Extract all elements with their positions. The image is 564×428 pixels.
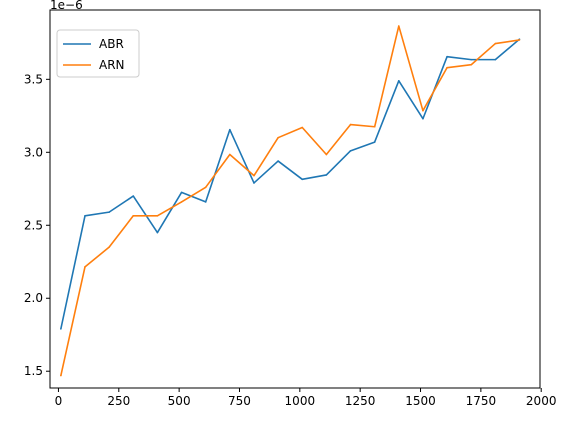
data-point — [518, 39, 521, 41]
data-point — [253, 182, 255, 184]
x-tick-label: 1750 — [466, 394, 497, 408]
data-point — [349, 123, 352, 126]
data-point — [180, 201, 183, 203]
x-tick-label: 750 — [228, 394, 251, 408]
x-tick-label: 1250 — [345, 394, 376, 408]
x-tick-label: 2000 — [526, 394, 557, 408]
data-point — [253, 174, 255, 177]
data-point — [397, 79, 400, 82]
x-tick-label: 1000 — [285, 394, 316, 408]
legend-label-abr: ABR — [99, 37, 124, 51]
data-point — [180, 191, 183, 194]
data-point — [301, 126, 304, 129]
data-point — [373, 125, 376, 128]
data-point — [108, 246, 110, 248]
data-point — [84, 214, 86, 217]
data-point — [446, 55, 448, 58]
data-point — [301, 178, 304, 181]
data-point — [422, 117, 424, 120]
data-point — [470, 58, 473, 61]
y-axis-offset-label: 1e−6 — [50, 0, 83, 12]
data-point — [229, 153, 231, 156]
legend-box — [56, 29, 140, 78]
data-point — [446, 66, 448, 69]
legend-label-arn: ARN — [99, 58, 125, 72]
data-point — [229, 128, 231, 131]
legend: ABR ARN — [56, 29, 140, 78]
y-axis: 1.5 2.0 2.5 3.0 3.5 — [24, 72, 50, 378]
x-tick-label: 250 — [107, 394, 130, 408]
series-line-arn — [60, 25, 520, 376]
data-point — [494, 42, 497, 45]
x-tick-label: 1500 — [405, 394, 436, 408]
data-point — [132, 214, 135, 217]
data-point — [132, 195, 135, 197]
y-tick-label: 2.0 — [24, 291, 43, 305]
data-point — [204, 201, 207, 203]
data-point — [277, 136, 279, 139]
data-point — [277, 160, 279, 162]
plot-frame — [49, 9, 541, 389]
data-point — [349, 150, 352, 152]
data-point — [470, 63, 473, 66]
x-tick-label: 500 — [168, 394, 191, 408]
y-tick-label: 3.0 — [24, 145, 43, 159]
data-point — [325, 174, 328, 176]
series-line-abr — [60, 38, 520, 330]
data-point — [373, 141, 376, 143]
data-point — [108, 211, 110, 213]
y-tick-label: 1.5 — [24, 364, 43, 378]
data-point — [204, 186, 207, 189]
series-layer — [60, 25, 521, 377]
data-point — [325, 153, 328, 156]
y-tick-label: 2.5 — [24, 218, 43, 232]
data-point — [156, 231, 159, 234]
x-axis: 0 250 500 750 1000 1250 1500 1750 2000 — [55, 388, 557, 408]
data-point — [397, 25, 400, 27]
data-point — [494, 58, 497, 61]
data-point — [60, 328, 62, 330]
data-point — [84, 266, 86, 268]
x-tick-label: 0 — [55, 394, 63, 408]
y-tick-label: 3.5 — [24, 72, 43, 86]
data-point — [156, 214, 159, 217]
data-point — [422, 109, 424, 112]
data-point — [60, 374, 62, 377]
